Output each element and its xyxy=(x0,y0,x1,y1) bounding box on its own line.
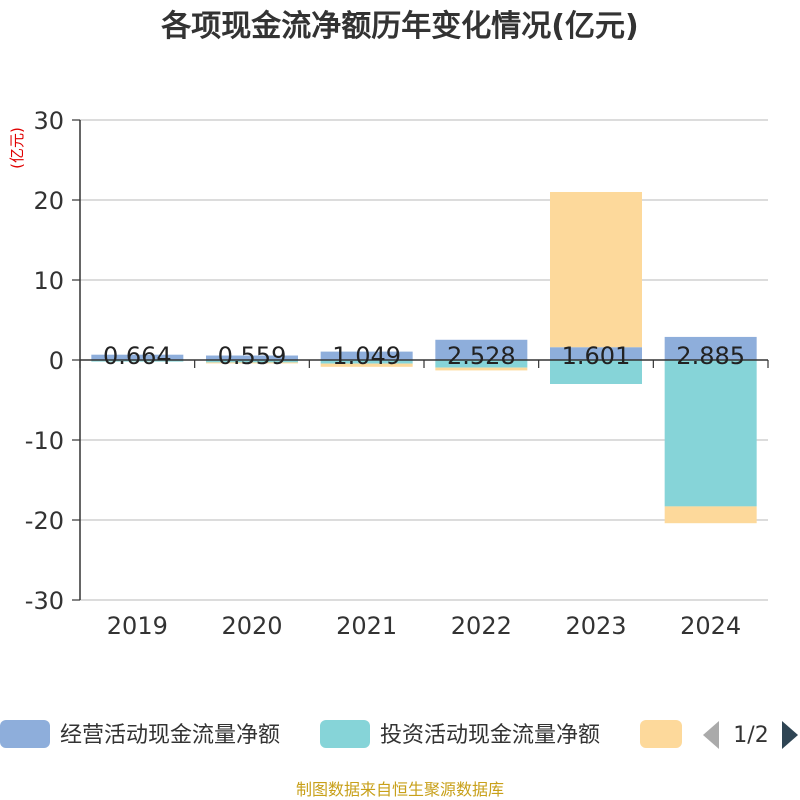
legend-next-arrow-icon[interactable] xyxy=(782,721,798,749)
y-tick-label: -10 xyxy=(25,427,64,455)
y-tick-label: -20 xyxy=(25,507,64,535)
legend: 经营活动现金流量净额 投资活动现金流量净额 1/2 xyxy=(0,720,798,749)
bar-2023-series-0[interactable] xyxy=(550,347,642,360)
bar-2020-series-1[interactable] xyxy=(206,360,298,363)
bar-2024-series-2[interactable] xyxy=(664,506,757,524)
legend-swatch-financing[interactable] xyxy=(640,720,682,748)
bar-2019-series-1[interactable] xyxy=(91,360,184,362)
bar-2020-series-0[interactable] xyxy=(206,355,298,360)
bar-2024-series-1[interactable] xyxy=(664,360,757,507)
x-tick-label: 2022 xyxy=(451,612,512,640)
x-tick-label: 2019 xyxy=(107,612,168,640)
chart-title: 各项现金流净额历年变化情况(亿元) xyxy=(160,9,638,44)
x-tick-label: 2020 xyxy=(221,612,282,640)
bar-2023-series-1[interactable] xyxy=(550,360,642,384)
y-tick-label: 10 xyxy=(33,267,64,295)
x-tick-label: 2021 xyxy=(336,612,397,640)
bars xyxy=(91,191,757,524)
x-tick-label: 2023 xyxy=(565,612,626,640)
data-labels: 0.664 0.559 1.049 2.528 1.601 2.885 xyxy=(103,342,745,370)
bar-2021-series-0[interactable] xyxy=(320,351,413,360)
bar-2019-series-0[interactable] xyxy=(91,354,184,360)
x-tick-label: 2024 xyxy=(680,612,741,640)
axes xyxy=(72,119,769,601)
data-label-2023: 1.601 xyxy=(562,342,631,370)
bar-2021-series-1[interactable] xyxy=(320,360,413,364)
y-tick-label: 20 xyxy=(33,187,64,215)
bar-2023-series-2[interactable] xyxy=(550,191,642,348)
bar-2020-series-2[interactable] xyxy=(206,362,298,364)
bar-2024-series-0[interactable] xyxy=(664,336,757,360)
y-tick-label: 30 xyxy=(33,107,64,135)
legend-page-indicator: 1/2 xyxy=(733,723,768,748)
y-axis-label: (亿元) xyxy=(8,127,26,169)
y-tick-label: 0 xyxy=(49,347,64,375)
y-tick-label: -30 xyxy=(25,587,64,615)
data-label-2021: 1.049 xyxy=(332,342,401,370)
legend-prev-arrow-icon[interactable] xyxy=(703,721,719,749)
data-label-2022: 2.528 xyxy=(447,342,516,370)
legend-swatch-investing[interactable] xyxy=(320,720,370,748)
data-label-2019: 0.664 xyxy=(103,342,172,370)
legend-label-investing[interactable]: 投资活动现金流量净额 xyxy=(380,723,600,748)
footer-source: 制图数据来自恒生聚源数据库 xyxy=(296,780,504,799)
data-label-2020: 0.559 xyxy=(218,342,287,370)
bar-2022-series-2[interactable] xyxy=(435,367,528,371)
bar-2022-series-1[interactable] xyxy=(435,360,528,368)
bar-2021-series-2[interactable] xyxy=(320,363,413,367)
tick-labels: 30 20 10 0 -10 -20 -30 2019 2020 2021 2022 2023 2024 xyxy=(25,107,741,640)
legend-swatch-operating[interactable] xyxy=(0,720,50,748)
data-label-2024: 2.885 xyxy=(676,342,745,370)
legend-label-operating[interactable]: 经营活动现金流量净额 xyxy=(60,723,280,748)
grid-lines xyxy=(80,119,768,601)
bar-2022-series-0[interactable] xyxy=(435,339,528,360)
